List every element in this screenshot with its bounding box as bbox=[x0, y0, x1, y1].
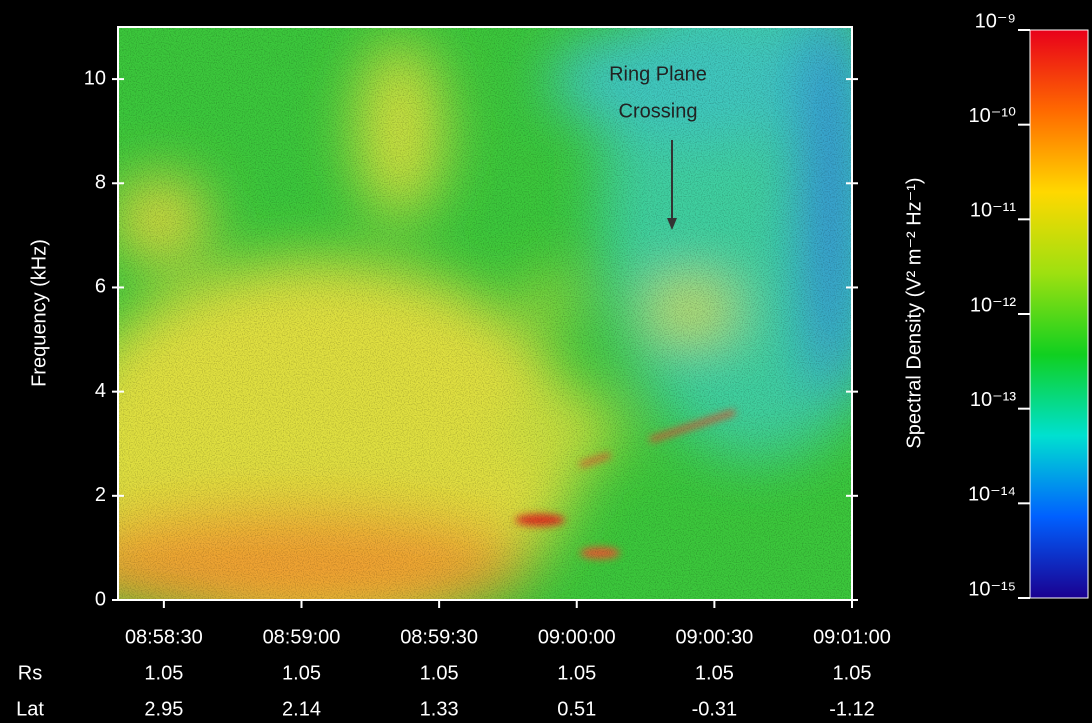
ephemeris-value: 1.05 bbox=[557, 662, 596, 684]
y-tick-label: 0 bbox=[95, 588, 106, 610]
colorbar-tick-label: 10⁻¹⁵ bbox=[968, 578, 1016, 600]
colorbar-tick-label: 10⁻¹⁰ bbox=[969, 105, 1016, 127]
x-tick-label: 08:59:00 bbox=[263, 626, 341, 648]
ephemeris-value: 2.14 bbox=[282, 698, 321, 720]
ephemeris-value: 1.05 bbox=[144, 662, 183, 684]
y-tick-label: 4 bbox=[95, 380, 106, 402]
colorbar-tick-label: 10⁻¹¹ bbox=[970, 200, 1016, 222]
annotation: Crossing bbox=[619, 100, 698, 122]
y-axis-label: Frequency (kHz) bbox=[28, 239, 50, 387]
ephemeris-value: -1.12 bbox=[829, 698, 875, 720]
ephemeris-value: -0.31 bbox=[692, 698, 738, 720]
colorbar bbox=[1030, 30, 1088, 598]
x-tick-label: 09:00:30 bbox=[675, 626, 753, 648]
ephemeris-label: Rs bbox=[18, 662, 42, 684]
y-tick-label: 6 bbox=[95, 276, 106, 298]
y-tick-label: 8 bbox=[95, 172, 106, 194]
y-tick-label: 2 bbox=[95, 484, 106, 506]
ephemeris-value: 1.05 bbox=[420, 662, 459, 684]
colorbar-tick-label: 10⁻¹³ bbox=[970, 389, 1016, 411]
annotation: Ring Plane bbox=[609, 63, 707, 85]
ephemeris-value: 1.05 bbox=[695, 662, 734, 684]
chart: Frequency (kHz) Spectral Density (V² m⁻²… bbox=[0, 0, 1092, 723]
ephemeris-label: Lat bbox=[16, 698, 44, 720]
colorbar-tick-label: 10⁻¹⁴ bbox=[968, 484, 1016, 506]
spectrogram-texture bbox=[50, 0, 920, 640]
x-tick-label: 09:00:00 bbox=[538, 626, 616, 648]
ephemeris-value: 2.95 bbox=[144, 698, 183, 720]
y-tick-label: 10 bbox=[84, 67, 106, 89]
x-tick-label: 08:58:30 bbox=[125, 626, 203, 648]
x-tick-label: 09:01:00 bbox=[813, 626, 891, 648]
ephemeris-value: 0.51 bbox=[557, 698, 596, 720]
colorbar-tick-label: 10⁻⁹ bbox=[975, 10, 1016, 32]
colorbar-tick-label: 10⁻¹² bbox=[970, 294, 1016, 316]
ephemeris-value: 1.33 bbox=[420, 698, 459, 720]
ephemeris-value: 1.05 bbox=[282, 662, 321, 684]
ephemeris-value: 1.05 bbox=[833, 662, 872, 684]
colorbar-label: Spectral Density (V² m⁻² Hz⁻¹) bbox=[903, 177, 925, 448]
x-tick-label: 08:59:30 bbox=[400, 626, 478, 648]
